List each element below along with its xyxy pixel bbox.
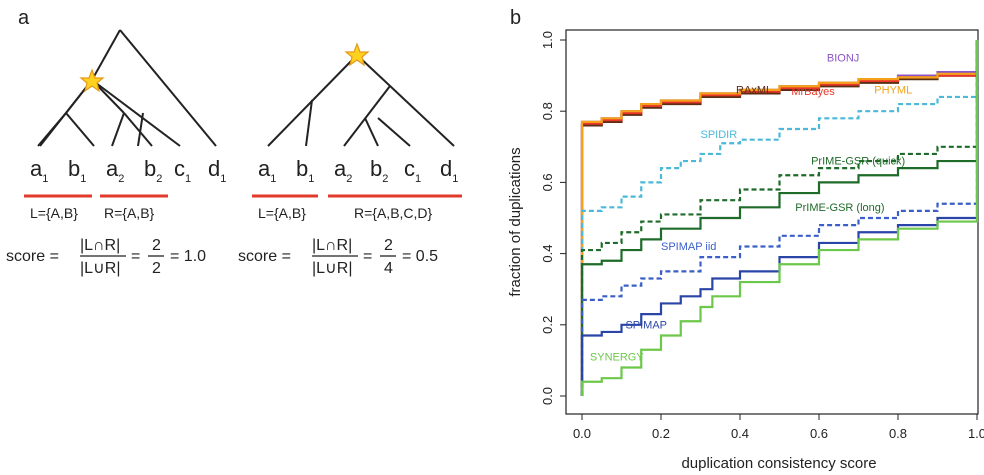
right-set-label: R={A,B} [104, 205, 155, 221]
x-tick-label: 0.8 [889, 426, 907, 441]
x-axis: 0.0 0.2 0.4 0.6 0.8 1.0 [573, 414, 984, 441]
series-line-raxml [580, 40, 979, 396]
series-label: SYNERGY [590, 351, 644, 363]
leaf-a1: a1 [258, 156, 276, 185]
svg-text:=: = [363, 248, 372, 265]
tree-2-leaves: a1 b1 a2 b2 c1 d1 [258, 156, 458, 185]
x-tick-label: 0.4 [731, 426, 749, 441]
duplication-star-icon [79, 68, 105, 93]
svg-text:=: = [131, 248, 140, 265]
series-line-synergy [580, 40, 979, 396]
series-line-phyml [580, 40, 979, 396]
series-label: PrIME-GSR (long) [795, 202, 884, 214]
series-label: SPIDIR [701, 129, 738, 141]
y-tick-label: 0.4 [540, 245, 555, 263]
series-line-prime-gsr-long- [580, 40, 979, 396]
leaf-a2: a2 [106, 156, 124, 185]
left-set-label: L={A,B} [258, 205, 306, 221]
panel-b-letter: b [510, 7, 521, 29]
numerator: |L∩R| [312, 237, 352, 254]
denominator: |L∪R| [312, 260, 352, 277]
series-label: SPIMAP iid [661, 241, 716, 253]
svg-text:2: 2 [152, 237, 161, 254]
right-set-label: R={A,B,C,D} [354, 205, 433, 221]
x-tick-label: 0.0 [573, 426, 591, 441]
tree-2 [267, 54, 455, 147]
series-line-spimap-iid [580, 40, 979, 396]
series-labels: BIONJ RAxML MrBayes PHYML SPIDIR PrIME-GSR (q… [590, 52, 912, 363]
panel-b-chart: b 0.00.20.40.60.81.0 0.0 0.2 0.4 0.6 0.8 1.0 … [507, 7, 984, 472]
series-label: PHYML [874, 84, 912, 96]
svg-text:= 0.5: = 0.5 [402, 248, 438, 265]
series-label: SPIMAP [625, 319, 667, 331]
leaf-d1: d1 [208, 156, 226, 185]
y-tick-label: 1.0 [540, 31, 555, 49]
svg-text:score =: score = [6, 248, 59, 265]
svg-text:2: 2 [152, 260, 161, 277]
y-tick-label: 0.8 [540, 102, 555, 120]
series-label: PrIME-GSR (quick) [811, 156, 905, 168]
leaf-c1: c1 [404, 156, 421, 185]
panel-a-letter: a [18, 7, 30, 29]
leaf-b2: b2 [370, 156, 388, 185]
series-line-prime-gsr-quick- [580, 40, 979, 396]
y-axis-title: fraction of duplications [507, 147, 524, 296]
series-label: MrBayes [791, 86, 835, 98]
x-tick-label: 0.2 [652, 426, 670, 441]
svg-text:2: 2 [384, 237, 393, 254]
panel-a-tree-diagrams: a a1 b1 a2 b2 c1 d1 L={A,B} R={A,B} scor… [6, 7, 462, 277]
tree-1 [39, 29, 217, 147]
leaf-b2: b2 [144, 156, 162, 185]
score-formula-1: score = |L∩R| |L∪R| = 2 2 = 1.0 [6, 237, 206, 277]
left-set-label: L={A,B} [30, 205, 78, 221]
leaf-d1: d1 [440, 156, 458, 185]
svg-text:score =: score = [238, 248, 291, 265]
x-axis-title: duplication consistency score [681, 455, 876, 472]
y-axis: 0.0 0.2 0.4 0.6 0.8 1.0 [540, 31, 566, 405]
svg-text:= 1.0: = 1.0 [170, 248, 206, 265]
leaf-b1: b1 [68, 156, 86, 185]
score-formula-2: score = |L∩R| |L∪R| = 2 4 = 0.5 [238, 237, 438, 277]
y-tick-label: 0.0 [540, 387, 555, 405]
y-tick-label: 0.2 [540, 316, 555, 334]
leaf-b1: b1 [296, 156, 314, 185]
duplication-star-icon [344, 42, 370, 67]
series-label: RAxML [736, 84, 772, 96]
series-label: BIONJ [827, 52, 859, 64]
numerator: |L∩R| [80, 237, 120, 254]
series-lines [580, 40, 979, 396]
leaf-a2: a2 [334, 156, 352, 185]
leaf-c1: c1 [174, 156, 191, 185]
svg-text:4: 4 [384, 260, 393, 277]
x-tick-label: 0.6 [810, 426, 828, 441]
tree-1-leaves: a1 b1 a2 b2 c1 d1 [30, 156, 226, 185]
y-tick-label: 0.6 [540, 173, 555, 191]
series-line-spimap [580, 40, 979, 396]
denominator: |L∪R| [80, 260, 120, 277]
leaf-a1: a1 [30, 156, 48, 185]
x-tick-label: 1.0 [968, 426, 984, 441]
